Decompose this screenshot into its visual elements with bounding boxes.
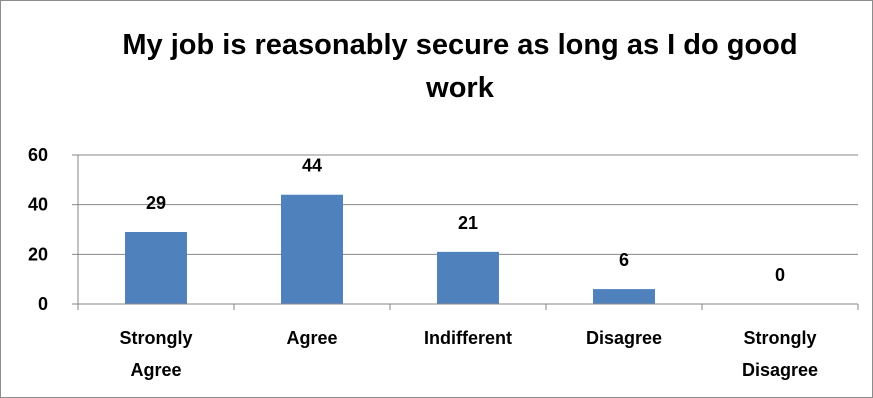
category-label: Strongly [119, 328, 192, 348]
data-label: 6 [619, 250, 629, 270]
y-tick-label: 40 [28, 195, 48, 215]
category-label: Agree [130, 360, 181, 380]
category-label: Indifferent [424, 328, 512, 348]
y-tick-labels: 0 20 40 60 [28, 145, 48, 314]
bar-agree [281, 194, 343, 304]
bars [125, 194, 655, 304]
category-label: Agree [286, 328, 337, 348]
data-label: 29 [146, 193, 166, 213]
gridlines [78, 154, 858, 255]
axes [72, 154, 859, 310]
y-tick-label: 0 [38, 294, 48, 314]
category-label: Strongly [743, 328, 816, 348]
y-tick-label: 60 [28, 145, 48, 165]
category-labels: Strongly Agree Agree Indifferent Disagree Str… [119, 328, 818, 380]
data-labels: 29 44 21 6 0 [146, 156, 785, 285]
bar-disagree [593, 289, 655, 304]
data-label: 44 [302, 156, 322, 176]
category-label: Disagree [586, 328, 662, 348]
data-label: 21 [458, 213, 478, 233]
bar-indifferent [437, 251, 499, 304]
data-label: 0 [775, 265, 785, 285]
chart-title: My job is reasonably secure as long as I… [122, 29, 798, 104]
y-tick-label: 20 [28, 244, 48, 264]
bar-strongly-agree [125, 231, 187, 304]
category-label: Disagree [742, 360, 818, 380]
